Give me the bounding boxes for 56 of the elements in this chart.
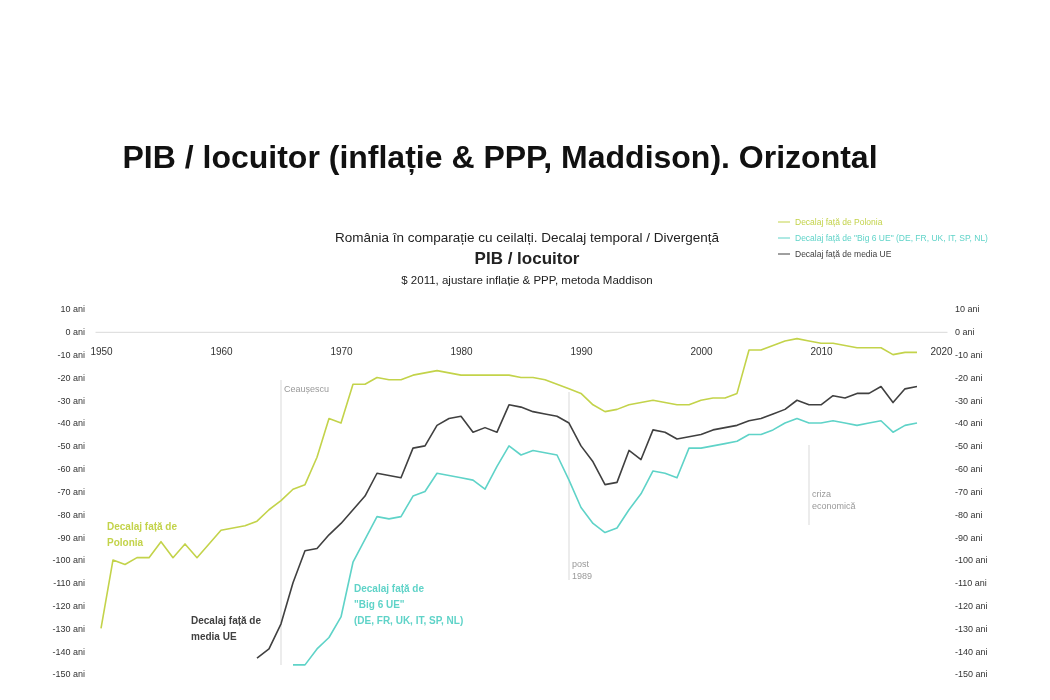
x-tick-label: 1990	[570, 345, 594, 357]
y-tick-label: -100 ani	[52, 555, 85, 566]
chart-subtitle: România în comparație cu ceilalți. Decalaj temporal / Divergență	[334, 230, 720, 245]
y2-tick-label: -70 ani	[955, 486, 983, 497]
y2-tick-label: -120 ani	[955, 600, 988, 611]
y-tick-label: -120 ani	[52, 600, 85, 611]
y-tick-label: -30 ani	[57, 395, 85, 406]
y-tick-label: -80 ani	[57, 509, 85, 520]
ref-line-label: Ceaușescu	[284, 384, 330, 394]
ref-line-label: post 1989	[572, 559, 593, 581]
y-tick-label: -20 ani	[57, 372, 85, 383]
chart-title: PIB / locuitor (inflație & PPP, Maddison). Orizontal	[122, 139, 878, 175]
y2-tick-label: -150 ani	[955, 669, 988, 680]
y-tick-label: -60 ani	[57, 464, 85, 475]
y2-tick-label: -80 ani	[955, 509, 983, 520]
x-tick-label: 1980	[450, 345, 474, 357]
annotation: Decalaj față de media UE	[191, 615, 262, 642]
y2-tick-label: -20 ani	[955, 372, 983, 383]
ref-line-label: criza economică	[812, 489, 856, 511]
y-tick-label: -90 ani	[57, 532, 85, 543]
line-series	[292, 417, 918, 666]
y2-tick-label: -40 ani	[955, 418, 983, 429]
y2-tick-label: -60 ani	[955, 464, 983, 475]
y2-tick-label: -130 ani	[955, 623, 988, 634]
x-tick-label: 1970	[330, 345, 354, 357]
y2-tick-label: -10 ani	[955, 350, 983, 361]
y-tick-label: 10 ani	[60, 304, 85, 315]
x-tick-label: 1960	[210, 345, 234, 357]
legend-label: Decalaj față de media UE	[795, 249, 892, 259]
y-tick-label: -70 ani	[57, 486, 85, 497]
y2-tick-label: -100 ani	[955, 555, 988, 566]
y2-tick-label: 10 ani	[955, 304, 980, 315]
y-tick-label: -10 ani	[57, 350, 85, 361]
y-tick-label: -140 ani	[52, 646, 85, 657]
y-tick-label: -150 ani	[52, 669, 85, 680]
y-tick-label: -110 ani	[53, 578, 85, 589]
x-tick-label: 1950	[90, 345, 114, 357]
y2-tick-label: -110 ani	[955, 578, 987, 589]
legend-label: Decalaj față de Polonia	[795, 217, 883, 227]
annotation: Decalaj față de Polonia	[107, 521, 178, 548]
y2-tick-label: 0 ani	[955, 327, 975, 338]
y2-tick-label: -140 ani	[955, 646, 988, 657]
y-tick-label: 0 ani	[65, 327, 85, 338]
annotation: Decalaj față de "Big 6 UE" (DE, FR, UK, IT, SP, NL)	[354, 583, 464, 626]
text: PIB / locuitor	[474, 249, 580, 268]
y-tick-label: -50 ani	[57, 441, 85, 452]
y2-tick-label: -50 ani	[955, 441, 983, 452]
x-tick-label: 2020	[930, 345, 954, 357]
y2-tick-label: -30 ani	[955, 395, 983, 406]
x-tick-label: 2000	[690, 345, 714, 357]
y-tick-label: -130 ani	[52, 623, 85, 634]
y2-tick-label: -90 ani	[955, 532, 983, 543]
legend-label: Decalaj față de "Big 6 UE" (DE, FR, UK, IT, SP, NL)	[795, 233, 989, 243]
text: $ 2011, ajustare inflație & PPP, metoda Maddison	[401, 274, 653, 286]
y-tick-label: -40 ani	[57, 418, 85, 429]
x-tick-label: 2010	[810, 345, 834, 357]
